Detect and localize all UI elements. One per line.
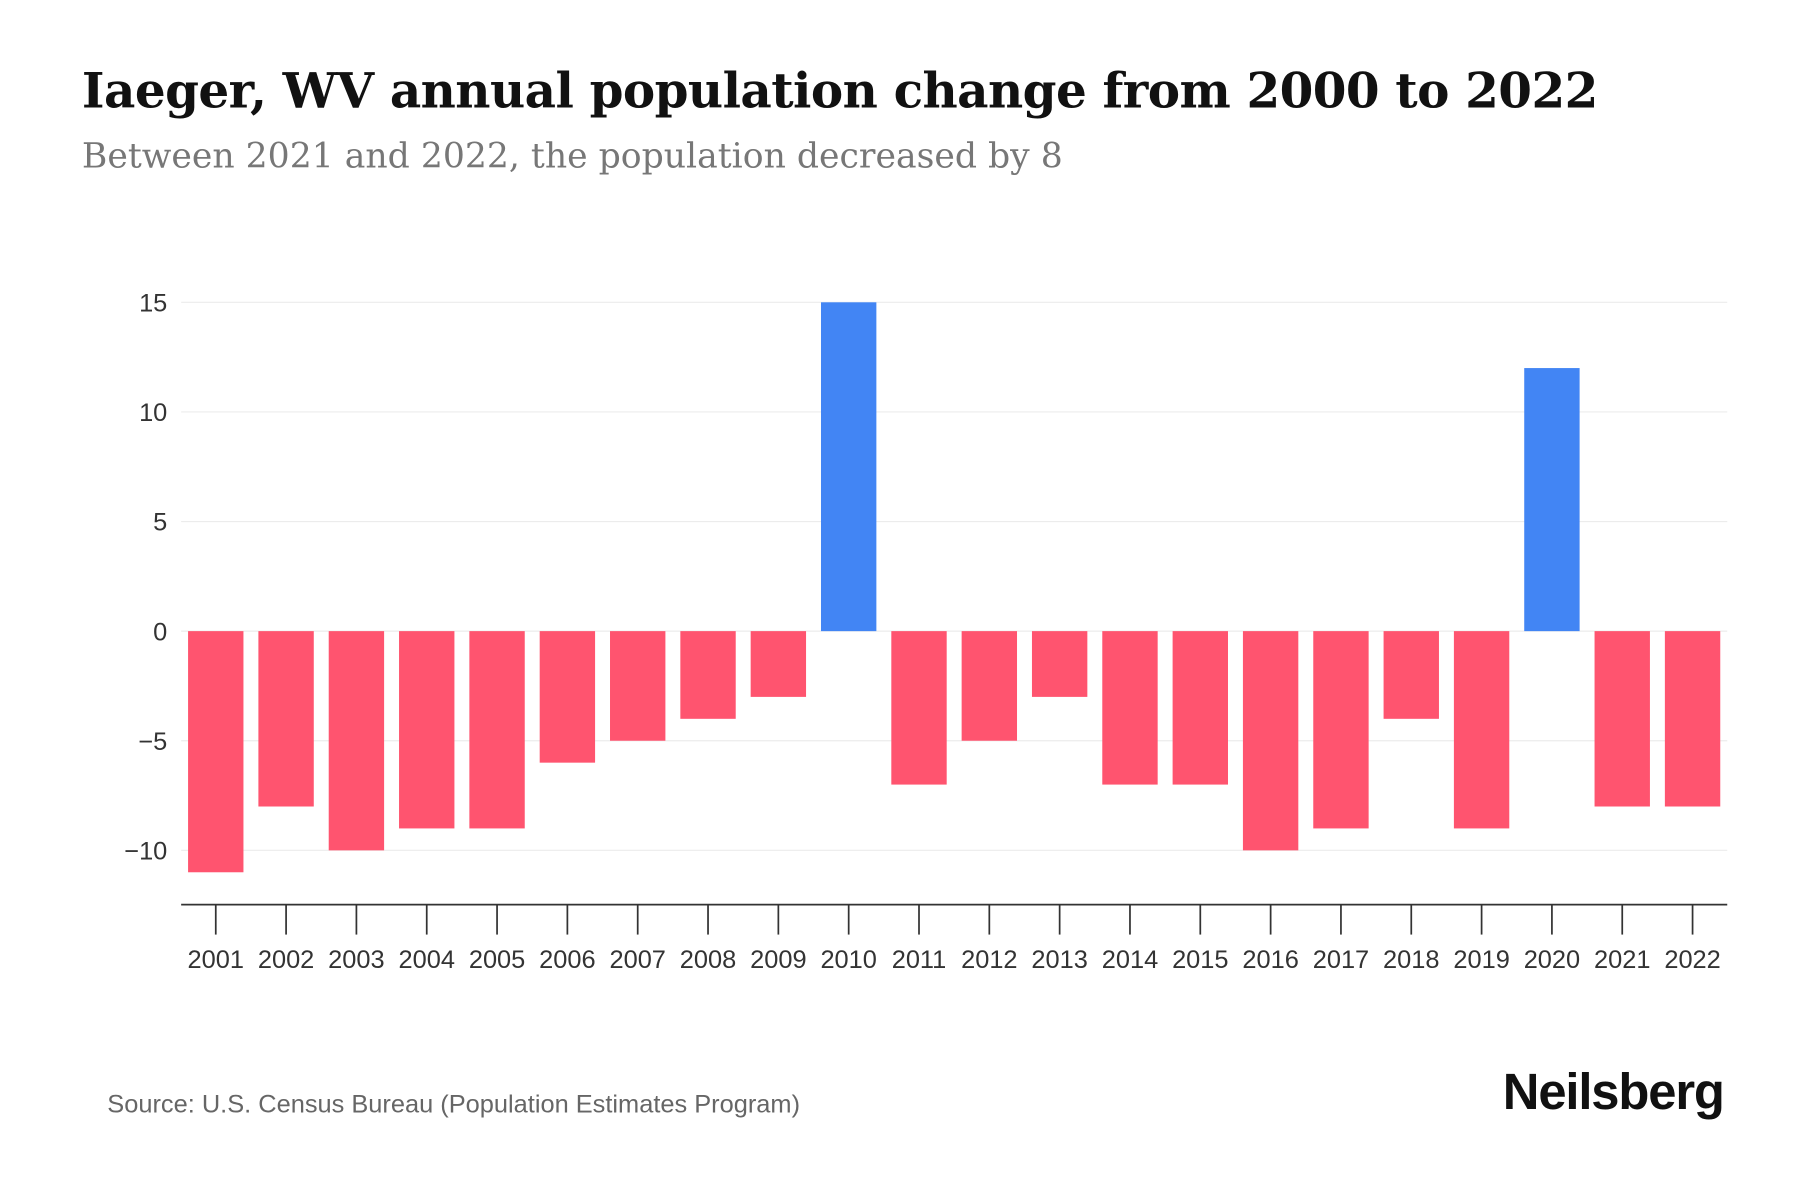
bar-2001 — [188, 631, 244, 873]
bar-2015 — [1172, 631, 1228, 785]
bar-2007 — [610, 631, 666, 741]
y-tick-label: −5 — [138, 728, 167, 756]
bar-2019 — [1453, 631, 1510, 829]
bar-2021 — [1594, 631, 1650, 807]
x-tick-label: 2016 — [1242, 946, 1298, 974]
bar-2004 — [399, 631, 455, 829]
y-tick-label: 10 — [139, 399, 167, 427]
chart-subtitle: Between 2021 and 2022, the population de… — [81, 136, 1063, 177]
x-tick-label: 2009 — [750, 946, 806, 974]
bar-2003 — [328, 631, 385, 851]
x-tick-label: 2019 — [1453, 946, 1509, 974]
x-tick-label: 2022 — [1664, 946, 1720, 974]
x-tick-label: 2011 — [892, 946, 947, 974]
x-tick-label: 2008 — [680, 946, 736, 974]
bar-2008 — [680, 631, 736, 719]
bar-2013 — [1031, 631, 1088, 697]
bar-2002 — [258, 631, 314, 807]
bar-2018 — [1383, 631, 1439, 719]
x-tick-label: 2014 — [1102, 946, 1158, 974]
bar-2009 — [750, 631, 807, 697]
x-tick-label: 2004 — [399, 946, 455, 974]
x-tick-label: 2006 — [539, 946, 595, 974]
x-tick-label: 2005 — [469, 946, 525, 974]
x-tick-label: 2020 — [1524, 946, 1580, 974]
bar-2006 — [539, 631, 596, 763]
brand-logo: Neilsberg — [1502, 1063, 1725, 1121]
y-tick-label: 5 — [153, 509, 167, 537]
y-tick-label: 0 — [153, 618, 167, 646]
x-tick-label: 2010 — [820, 946, 876, 974]
x-tick-label: 2012 — [961, 946, 1017, 974]
x-tick-label: 2007 — [609, 946, 665, 974]
bar-2012 — [961, 631, 1018, 741]
x-tick-label: 2015 — [1172, 946, 1228, 974]
bar-2016 — [1242, 631, 1299, 851]
x-tick-label: 2018 — [1383, 946, 1439, 974]
bar-2014 — [1102, 631, 1158, 785]
x-tick-label: 2021 — [1594, 946, 1650, 974]
y-tick-label: −10 — [124, 838, 167, 866]
bar-2010 — [820, 302, 877, 632]
x-tick-label: 2002 — [258, 946, 314, 974]
x-tick-label: 2003 — [328, 946, 384, 974]
y-tick-label: 15 — [139, 290, 167, 318]
source-note: Source: U.S. Census Bureau (Population E… — [107, 1089, 801, 1119]
bar-2011 — [891, 631, 947, 785]
x-tick-label: 2013 — [1031, 946, 1087, 974]
bar-2017 — [1313, 631, 1369, 829]
x-tick-label: 2017 — [1313, 946, 1369, 974]
x-tick-label: 2001 — [188, 946, 244, 974]
bar-2022 — [1664, 631, 1721, 807]
chart-title: Iaeger, WV annual population change from… — [81, 62, 1598, 119]
bar-2020 — [1524, 368, 1580, 632]
bar-2005 — [469, 631, 525, 829]
